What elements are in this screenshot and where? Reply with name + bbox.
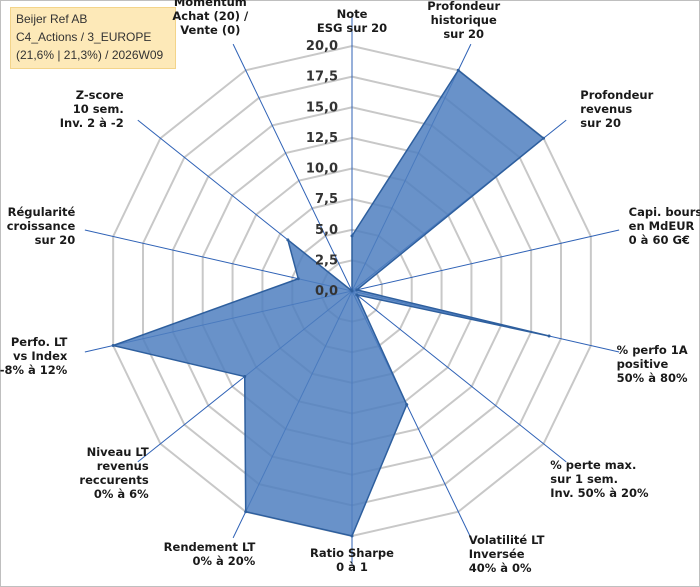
- axis-spoke: [351, 229, 620, 292]
- tick-label: 15,0: [306, 100, 338, 115]
- axis-label: Niveau LT revenus reccurents 0% à 6%: [79, 445, 149, 501]
- axis-label-line: revenus: [97, 459, 149, 473]
- axis-label-line: Capi. bours.: [629, 205, 700, 219]
- axis-label: Capi. bours. en MdEUR 0 à 60 G€: [629, 205, 700, 247]
- axis-label: Profondeur historique sur 20: [427, 0, 500, 41]
- axis-label-line: sur 20: [580, 116, 621, 130]
- info-category: C4_Actions / 3_EUROPE: [16, 30, 152, 44]
- axis-label: Perfo. LT vs Index -8% à 12%: [0, 335, 68, 377]
- axis-label: Profondeur revenus sur 20: [580, 88, 653, 130]
- data-point: [350, 289, 354, 293]
- tick-label: 7,5: [315, 192, 338, 207]
- axis-label: Z-score 10 sem. Inv. 2 à -2: [60, 88, 124, 130]
- axis-label-line: reccurents: [79, 473, 148, 487]
- axis-label-line: 50% à 80%: [617, 371, 688, 385]
- info-company-name: Beijer Ref AB: [16, 12, 88, 26]
- axis-label-line: Régularité: [8, 205, 76, 219]
- axis-spoke: [351, 290, 567, 463]
- radar-series: [111, 68, 551, 538]
- info-box: Beijer Ref AB C4_Actions / 3_EUROPE (21,…: [10, 7, 176, 69]
- axis-label-line: sur 1 sem.: [550, 472, 618, 486]
- tick-label: 17,5: [306, 70, 338, 85]
- axis-label-line: 10 sem.: [73, 102, 124, 116]
- axis-label-line: historique: [431, 13, 497, 27]
- axis-label-line: % perte max.: [550, 458, 636, 472]
- axis-label: Note ESG sur 20: [317, 7, 387, 35]
- axis-label-line: sur 20: [443, 27, 484, 41]
- axis-label-line: ESG sur 20: [317, 21, 387, 35]
- axis-label-line: Z-score: [76, 88, 124, 102]
- tick-label: 5,0: [315, 223, 338, 238]
- axis-label-line: Ratio Sharpe: [310, 546, 394, 560]
- data-point: [542, 136, 546, 140]
- data-point: [355, 293, 359, 297]
- axis-label: Momentum Achat (20) / Vente (0): [172, 0, 249, 37]
- axis-label: Ratio Sharpe 0 à 1: [310, 546, 394, 574]
- axis-label-line: 0% à 6%: [94, 487, 149, 501]
- data-point: [111, 344, 115, 348]
- tick-label: 20,0: [306, 39, 338, 54]
- tick-label: 2,5: [315, 253, 338, 268]
- axis-label-line: Inv. 2 à -2: [60, 116, 124, 130]
- data-point: [405, 403, 409, 407]
- axis-label-line: Profondeur: [580, 88, 653, 102]
- axis-label-line: Note: [337, 7, 368, 21]
- axis-label-line: Profondeur: [427, 0, 500, 13]
- axis-label-line: vs Index: [13, 349, 68, 363]
- data-point: [350, 234, 354, 238]
- axis-label-line: 40% à 0%: [469, 561, 532, 575]
- data-point: [350, 534, 354, 538]
- axis-spoke: [232, 43, 353, 292]
- axis-label-line: Momentum: [174, 0, 247, 9]
- axis-label-line: 0 à 1: [336, 560, 368, 574]
- data-point: [547, 334, 551, 338]
- axis-label-line: positive: [617, 357, 669, 371]
- tick-label: 12,5: [306, 131, 338, 146]
- axis-label-line: sur 20: [35, 233, 76, 247]
- data-point: [456, 68, 460, 72]
- axis-label: % perfo 1A positive 50% à 80%: [617, 343, 688, 385]
- axis-label-line: -8% à 12%: [0, 363, 68, 377]
- tick-label: 10,0: [306, 162, 338, 177]
- axis-label-line: Inv. 50% à 20%: [550, 486, 649, 500]
- data-point: [244, 510, 248, 514]
- axis-label-line: croissance: [7, 219, 76, 233]
- axis-label-line: revenus: [580, 102, 632, 116]
- axis-label: Régularité croissance sur 20: [7, 205, 76, 247]
- axis-label-line: Perfo. LT: [11, 335, 68, 349]
- axis-label-line: Rendement LT: [164, 540, 256, 554]
- data-point: [286, 238, 290, 242]
- axis-label-line: Niveau LT: [87, 445, 149, 459]
- data-point: [355, 288, 359, 292]
- axis-label: Volatilité LT Inversée 40% à 0%: [469, 533, 545, 575]
- axis-label: % perte max. sur 1 sem. Inv. 50% à 20%: [550, 458, 649, 500]
- radar-tick-labels: 0,0 2,5 5,0 7,5 10,0 12,5 15,0 17,5 20,0: [306, 39, 338, 299]
- axis-label-line: 0% à 20%: [192, 554, 255, 568]
- axis-label-line: 0 à 60 G€: [629, 233, 690, 247]
- data-point: [243, 375, 247, 379]
- axis-label-line: % perfo 1A: [617, 343, 688, 357]
- axis-label-line: Achat (20) /: [172, 9, 249, 23]
- axis-label-line: en MdEUR: [629, 219, 695, 233]
- data-point: [296, 277, 300, 281]
- axis-label-line: Vente (0): [180, 23, 240, 37]
- axis-label: Rendement LT 0% à 20%: [164, 540, 256, 568]
- info-stats: (21,6% | 21,3%) / 2026W09: [16, 48, 164, 62]
- axis-label-line: Volatilité LT: [469, 533, 545, 547]
- axis-label-line: Inversée: [469, 547, 525, 561]
- tick-label: 0,0: [315, 284, 338, 299]
